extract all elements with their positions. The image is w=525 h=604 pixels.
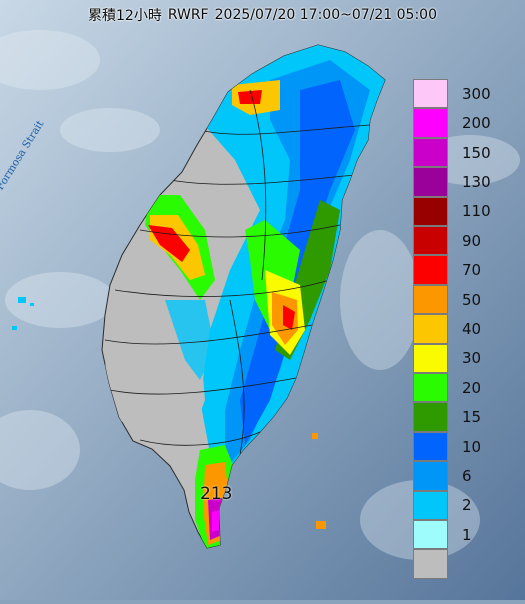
title-model: RWRF: [167, 7, 209, 23]
legend-swatch: [413, 431, 448, 462]
title-period: 2025/07/20 17:00~07/21 05:00: [214, 7, 437, 23]
legend-swatch: [413, 549, 448, 579]
legend-label: 20: [462, 378, 482, 397]
green-island-dot: [312, 433, 318, 439]
legend-swatch: [413, 284, 448, 315]
legend-swatch: [413, 373, 448, 403]
legend-swatch: [413, 343, 448, 373]
legend-swatch: [413, 490, 448, 520]
legend-label: 150: [462, 143, 491, 162]
title-prefix: 累積12小時: [88, 8, 162, 24]
legend-label: 90: [462, 231, 482, 250]
peak-rainfall-label: 213: [200, 484, 233, 504]
map-title: 累積12小時 RWRF 2025/07/20 17:00~07/21 05:00: [0, 0, 525, 30]
legend-label: 200: [462, 114, 491, 133]
legend-swatch: [413, 402, 448, 432]
legend-swatch: [413, 167, 448, 197]
legend-swatch: [413, 137, 448, 168]
legend-swatch: [413, 108, 448, 138]
legend-swatch: [413, 226, 448, 256]
legend-label: 30: [462, 349, 482, 368]
legend-swatch: [413, 461, 448, 491]
legend-label: 70: [462, 261, 482, 280]
legend-swatch: [413, 196, 448, 226]
legend-swatch: [413, 314, 448, 344]
rainfall-shading: [105, 45, 385, 548]
legend-label: 15: [462, 408, 482, 427]
legend-label: 1: [462, 525, 472, 544]
legend-label: 6: [462, 466, 472, 485]
legend-label: 110: [462, 202, 491, 221]
legend-label: 40: [462, 319, 482, 338]
legend-swatch: [413, 255, 448, 285]
legend-swatch: [413, 520, 448, 550]
county-boundaries: [104, 89, 371, 456]
legend-label: 10: [462, 437, 482, 456]
legend-swatch: [413, 79, 448, 109]
legend-label: 300: [462, 84, 491, 103]
legend-label: 50: [462, 290, 482, 309]
penghu-islands: [12, 297, 34, 330]
legend-label: 2: [462, 496, 472, 515]
legend-label: 130: [462, 172, 491, 191]
lanyu-dot: [316, 521, 326, 529]
